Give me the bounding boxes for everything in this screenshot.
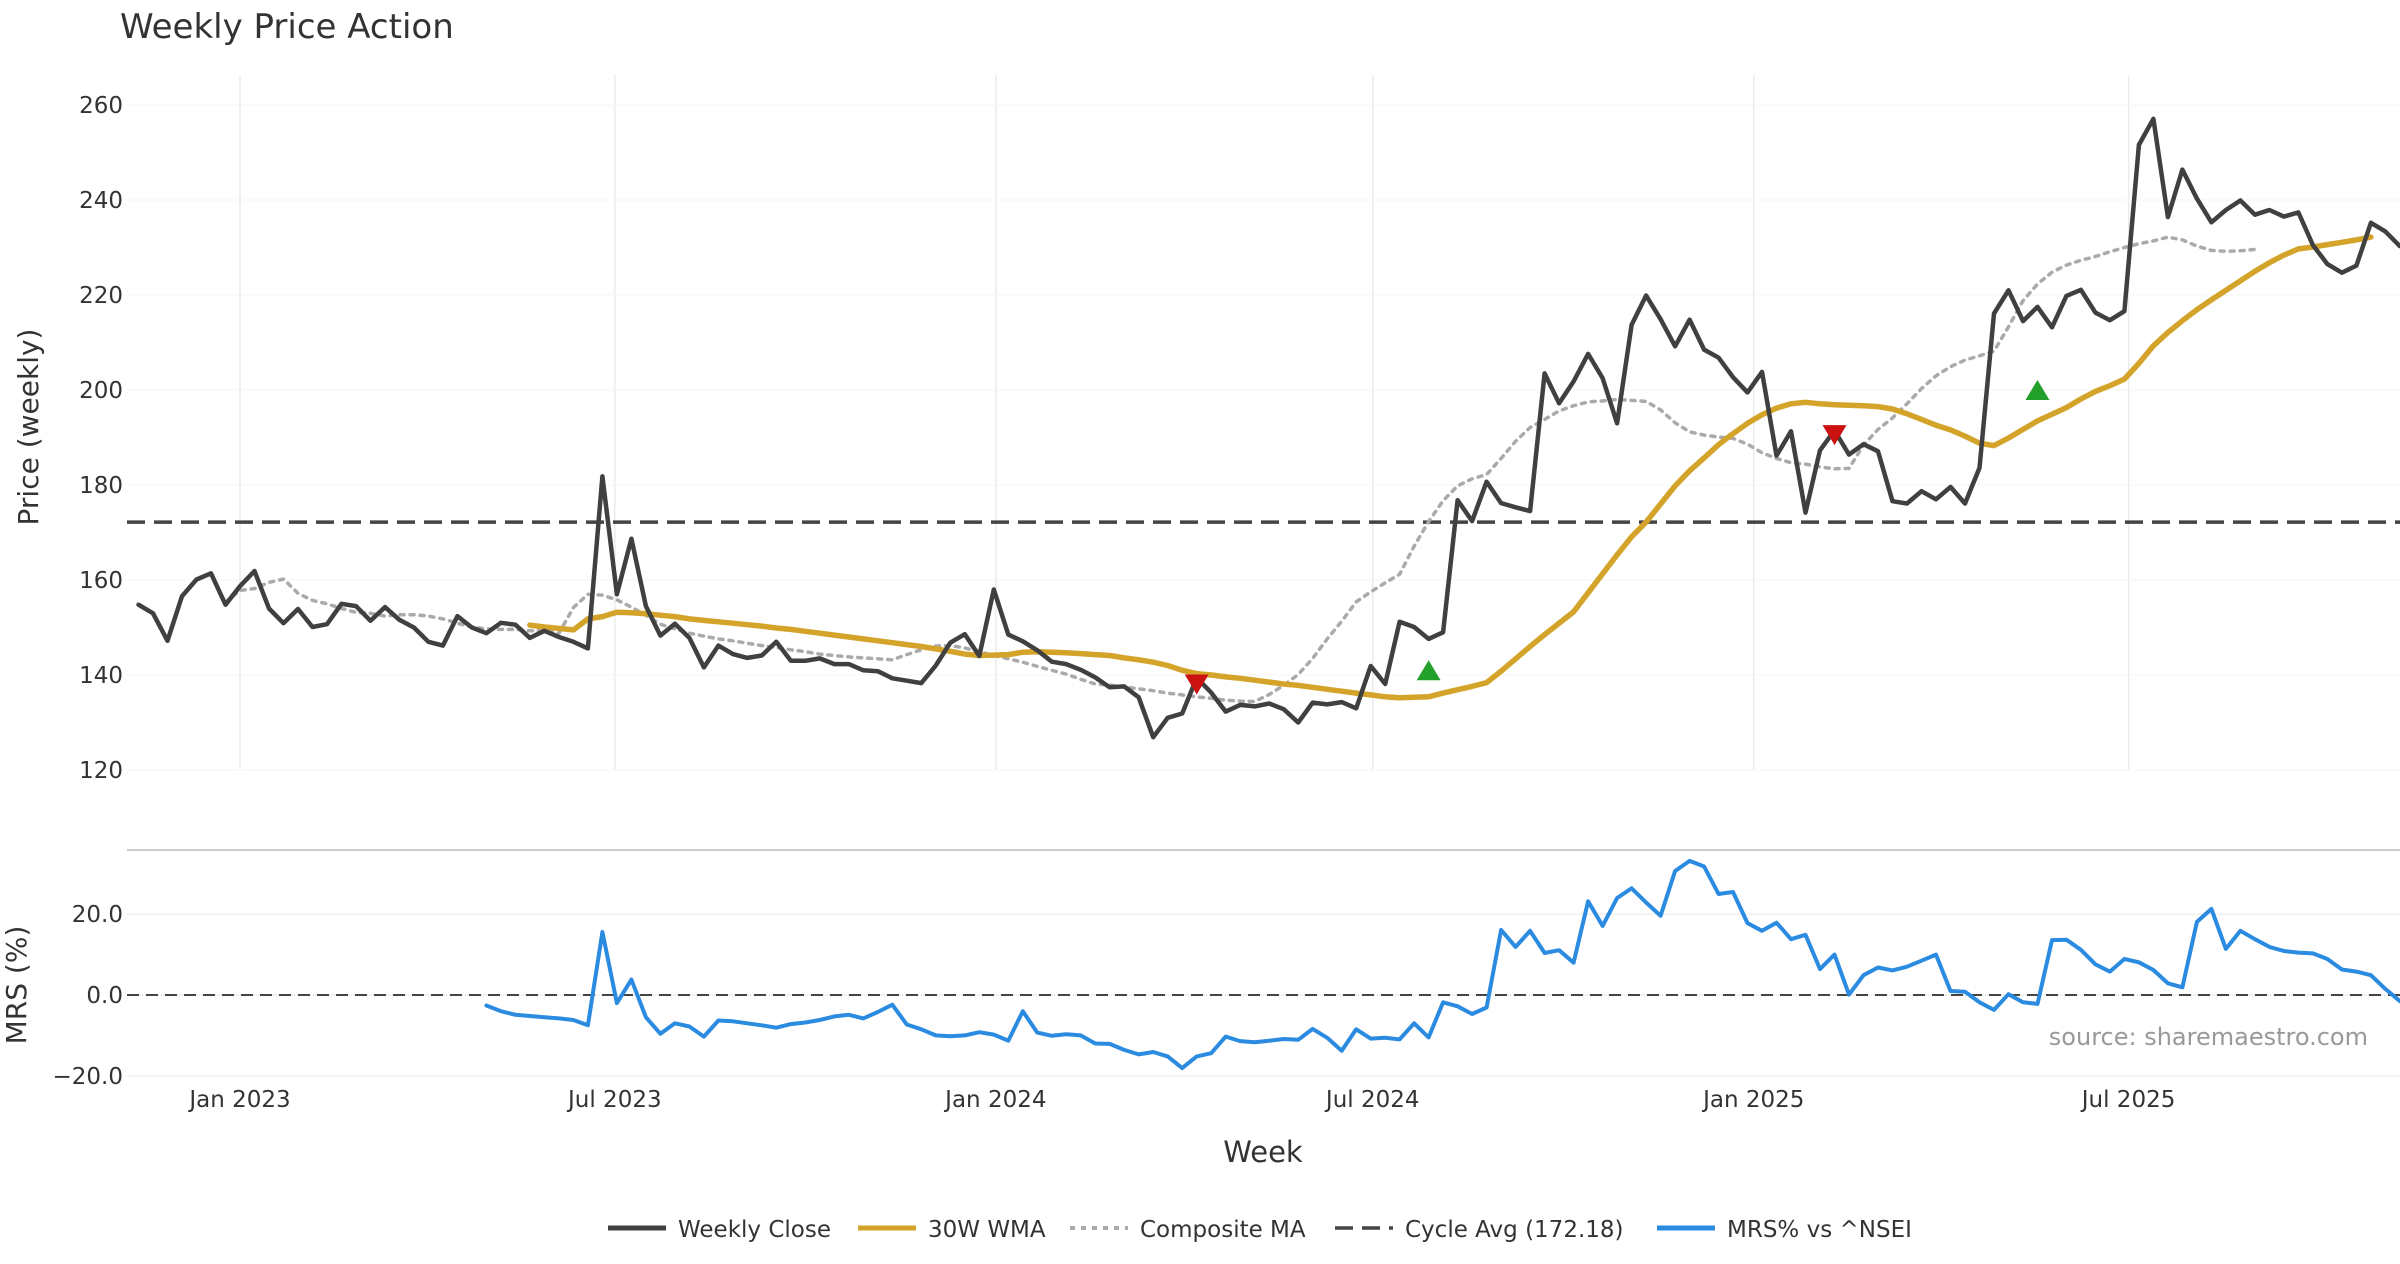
- x-tick-label: Jan 2024: [943, 1087, 1046, 1113]
- legend-label: Weekly Close: [678, 1217, 831, 1243]
- mrs-y-tick-label: 0.0: [86, 983, 123, 1009]
- price-y-tick-label: 120: [79, 758, 123, 784]
- signal-markers: [1184, 380, 2050, 695]
- source-annotation: source: sharemaestro.com: [2049, 1023, 2368, 1051]
- price-y-tick-label: 200: [79, 378, 123, 404]
- price-y-tick-label: 220: [79, 283, 123, 309]
- price-series-group: [136, 116, 2400, 740]
- x-tick-label: Jul 2024: [1324, 1087, 1420, 1113]
- legend-label: 30W WMA: [928, 1217, 1046, 1243]
- price-y-tick-label: 180: [79, 473, 123, 499]
- chart-title: Weekly Price Action: [120, 7, 454, 47]
- sell-signal-marker: [1184, 674, 1209, 695]
- x-axis-label: Week: [1223, 1135, 1303, 1169]
- price-y-tick-label: 160: [79, 568, 123, 594]
- mrs-series-group: [484, 858, 2400, 1071]
- mrs-y-tick-labels: 20.0 0.0 −20.0: [53, 902, 123, 1090]
- price-y-axis-label: Price (weekly): [12, 329, 45, 526]
- sell-signal-marker: [1822, 425, 1847, 446]
- price-y-tick-label: 240: [79, 188, 123, 214]
- mrs-y-axis-label: MRS (%): [0, 926, 33, 1045]
- buy-signal-marker: [1416, 660, 1441, 681]
- price-y-tick-label: 140: [79, 663, 123, 689]
- wma-30w-line: [527, 234, 2374, 701]
- weekly-close-line: [136, 116, 2400, 740]
- legend: Weekly Close 30W WMA Composite MA Cycle Avg…: [608, 1217, 1912, 1243]
- price-gridlines: [127, 75, 2400, 771]
- mrs-y-tick-label: 20.0: [72, 902, 123, 928]
- x-tick-label: Jan 2025: [1701, 1087, 1804, 1113]
- legend-label: Composite MA: [1140, 1217, 1306, 1243]
- mrs-line: [484, 858, 2400, 1071]
- mrs-y-tick-label: −20.0: [53, 1064, 123, 1090]
- x-tick-label: Jul 2025: [2080, 1087, 2176, 1113]
- legend-label: MRS% vs ^NSEI: [1727, 1217, 1912, 1243]
- composite-ma-line: [223, 235, 2257, 704]
- buy-signal-marker: [2025, 380, 2050, 400]
- legend-label: Cycle Avg (172.18): [1405, 1217, 1624, 1243]
- mrs-gridlines: [127, 913, 2400, 1077]
- price-y-tick-label: 260: [79, 93, 123, 119]
- price-y-tick-labels: 120 140 160 180 200 220 240 260: [79, 93, 123, 784]
- x-tick-label: Jul 2023: [566, 1087, 662, 1113]
- x-tick-labels: Jan 2023 Jul 2023 Jan 2024 Jul 2024 Jan 2025…: [187, 1087, 2175, 1113]
- x-tick-label: Jan 2023: [187, 1087, 290, 1113]
